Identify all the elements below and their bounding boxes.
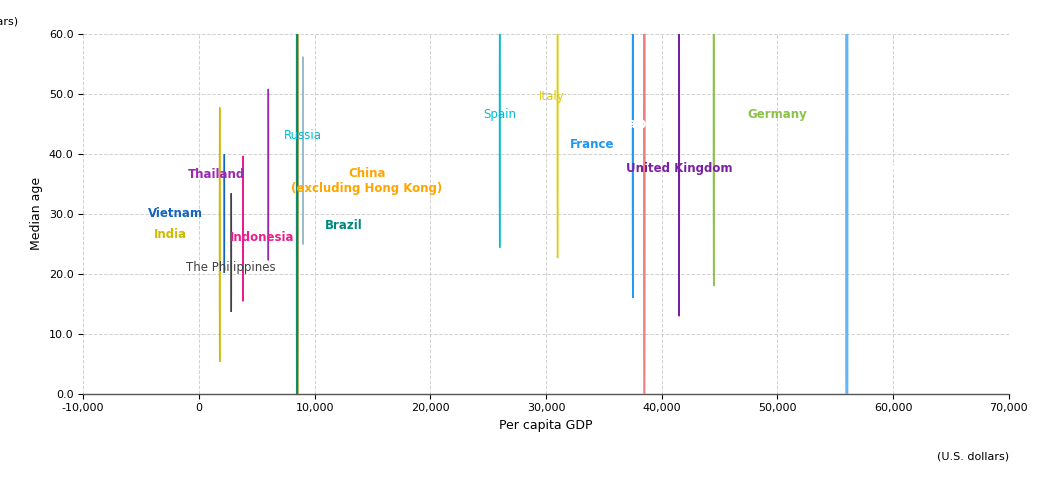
Text: India: India [154,228,186,241]
Text: United States: United States [794,162,901,176]
Text: Vietnam: Vietnam [149,207,203,220]
Text: France: France [570,138,615,151]
Y-axis label: Median age: Median age [30,177,44,250]
Text: United Kingdom: United Kingdom [626,162,732,175]
Text: (Years): (Years) [0,16,19,26]
Circle shape [846,0,848,480]
Text: The Philippines: The Philippines [186,261,276,274]
Text: Italy: Italy [539,90,565,103]
Text: Japan: Japan [622,117,667,131]
Text: Indonesia: Indonesia [230,231,294,244]
Text: Spain: Spain [484,108,516,121]
Text: Thailand: Thailand [187,168,244,181]
Text: China
(excluding Hong Kong): China (excluding Hong Kong) [291,167,442,194]
Text: (U.S. dollars): (U.S. dollars) [937,451,1009,461]
Text: Russia: Russia [284,129,322,142]
Text: Brazil: Brazil [324,219,362,232]
Text: Germany: Germany [748,108,807,121]
X-axis label: Per capita GDP: Per capita GDP [499,419,593,432]
Circle shape [644,0,645,458]
Circle shape [296,0,298,480]
